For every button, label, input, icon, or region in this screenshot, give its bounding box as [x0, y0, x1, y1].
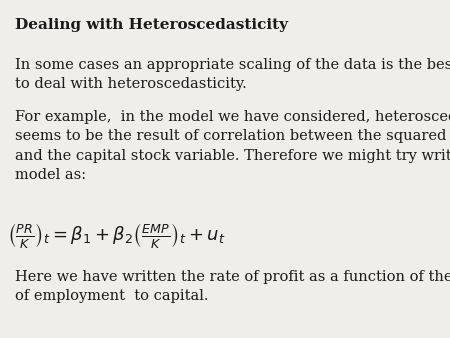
- Text: For example,  in the model we have considered, heteroscedasticity: For example, in the model we have consid…: [15, 110, 450, 124]
- Text: In some cases an appropriate scaling of the data is the best way: In some cases an appropriate scaling of …: [15, 58, 450, 72]
- Text: Dealing with Heteroscedasticity: Dealing with Heteroscedasticity: [15, 18, 288, 32]
- Text: of employment  to capital.: of employment to capital.: [15, 289, 209, 303]
- Text: to deal with heteroscedasticity.: to deal with heteroscedasticity.: [15, 77, 247, 92]
- Text: and the capital stock variable. Therefore we might try writing the: and the capital stock variable. Therefor…: [15, 149, 450, 163]
- Text: seems to be the result of correlation between the squared residuals: seems to be the result of correlation be…: [15, 129, 450, 143]
- Text: $\left(\frac{PR}{K}\right)_t = \beta_1 + \beta_2\left(\frac{EMP}{K}\right)_t + u: $\left(\frac{PR}{K}\right)_t = \beta_1 +…: [7, 221, 226, 250]
- Text: Here we have written the rate of profit as a function of the ratio: Here we have written the rate of profit …: [15, 270, 450, 284]
- Text: model as:: model as:: [15, 168, 86, 182]
